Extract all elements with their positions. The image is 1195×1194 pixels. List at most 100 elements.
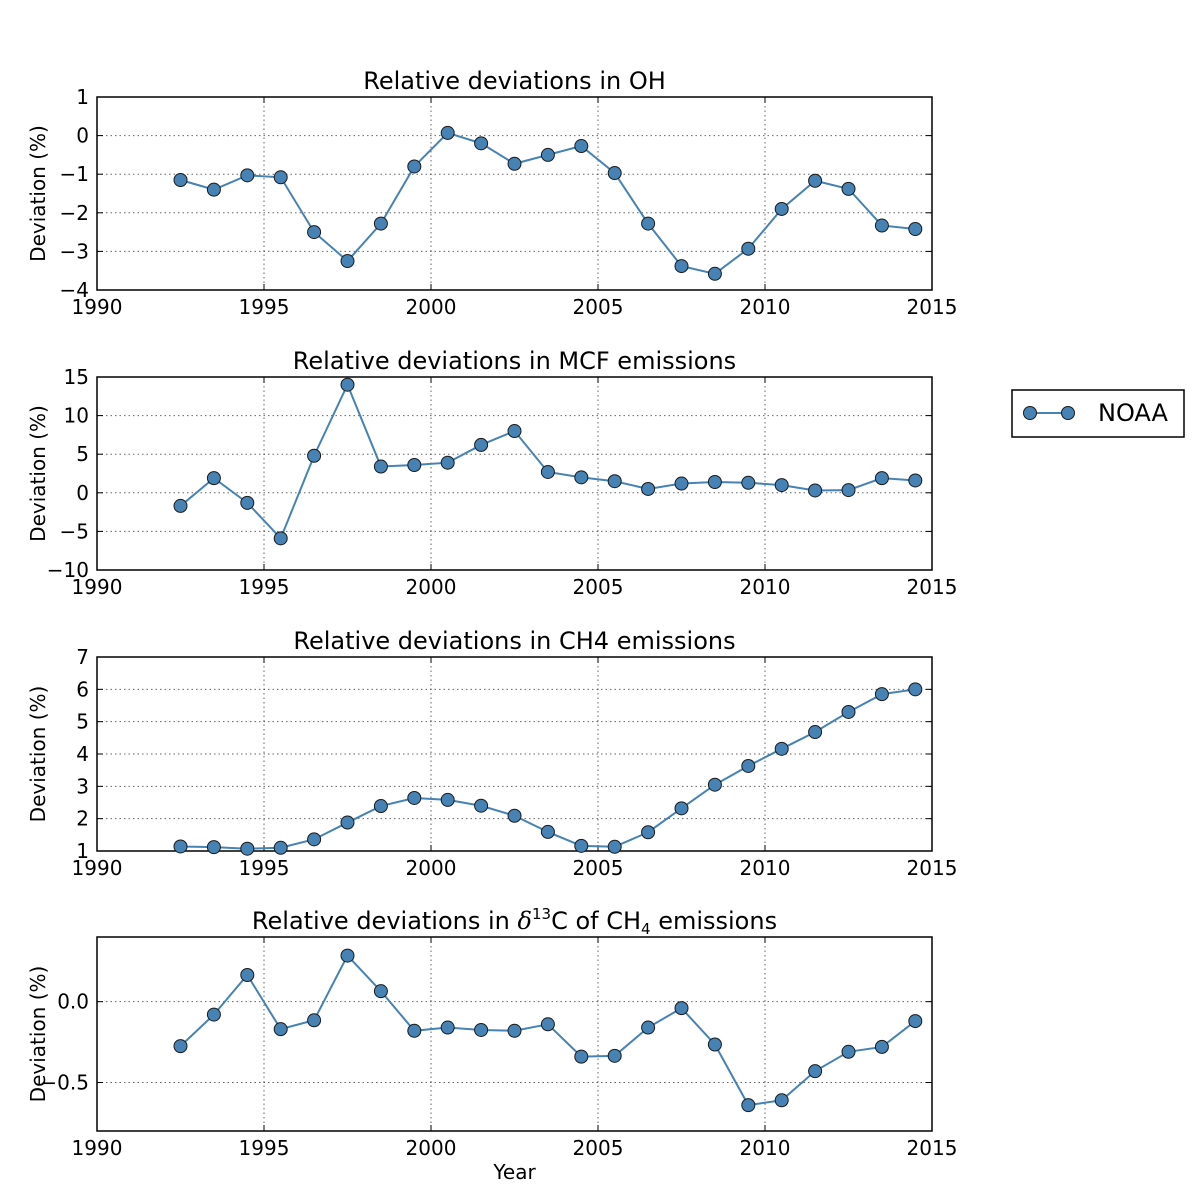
x-tick-label: 2010 — [740, 856, 791, 880]
data-point — [908, 682, 923, 697]
data-point — [273, 531, 288, 546]
y-tick-label: −1 — [60, 162, 89, 186]
x-tick-label: 2000 — [406, 1136, 457, 1160]
y-tick-label: 3 — [76, 774, 89, 798]
y-tick-label: 6 — [76, 677, 89, 701]
y-tick-label: −4 — [60, 278, 89, 302]
y-axis-label: Deviation (%) — [26, 966, 50, 1103]
data-point — [474, 1022, 489, 1037]
data-point — [507, 424, 522, 439]
data-point — [741, 475, 756, 490]
axes-frame — [96, 936, 933, 1132]
panel-3: 1990 1995 2000 2005 2010 2015 1 2 3 4 5 6 7 Relative … — [26, 627, 957, 880]
x-tick-label: 2015 — [907, 1136, 958, 1160]
data-point — [540, 464, 555, 479]
data-point — [707, 777, 722, 792]
data-point — [206, 471, 221, 486]
data-point — [173, 839, 188, 854]
data-point — [641, 481, 656, 496]
data-point — [607, 839, 622, 854]
x-tick-label: 2005 — [573, 1136, 624, 1160]
x-tick-label: 2015 — [907, 856, 958, 880]
legend-marker — [1023, 406, 1037, 420]
y-tick-label: 10 — [64, 404, 89, 428]
data-point — [407, 1023, 422, 1038]
data-point — [173, 498, 188, 513]
data-point — [808, 483, 823, 498]
data-point — [540, 1017, 555, 1032]
data-point — [540, 824, 555, 839]
data-point — [307, 225, 322, 240]
panel-title: Relative deviations in MCF emissions — [293, 347, 736, 375]
x-axis-label: Year — [492, 1160, 536, 1184]
data-point — [240, 495, 255, 510]
data-point — [507, 1023, 522, 1038]
data-point — [574, 1049, 589, 1064]
data-point — [507, 156, 522, 171]
data-point — [206, 1007, 221, 1022]
data-point — [206, 840, 221, 855]
x-tick-label: 1995 — [239, 1136, 290, 1160]
data-point — [741, 241, 756, 256]
data-point — [373, 216, 388, 231]
data-point — [908, 473, 923, 488]
y-tick-label: −0.5 — [40, 1071, 89, 1095]
y-tick-label: 0 — [76, 124, 89, 148]
y-tick-label: 0 — [76, 481, 89, 505]
data-point — [307, 448, 322, 463]
data-point — [874, 218, 889, 233]
data-point — [474, 798, 489, 813]
legend: NOAA — [1011, 389, 1185, 438]
data-point — [340, 815, 355, 830]
x-tick-label: 2015 — [907, 295, 958, 319]
y-tick-label: 0.0 — [57, 990, 89, 1014]
data-point — [273, 1022, 288, 1037]
data-point — [641, 216, 656, 231]
x-tick-label: 2010 — [740, 1136, 791, 1160]
x-tick-label: 1995 — [239, 575, 290, 599]
data-point — [373, 984, 388, 999]
panel-title: Relative deviations in OH — [363, 67, 666, 95]
data-point — [707, 474, 722, 489]
data-point — [574, 470, 589, 485]
data-point — [540, 147, 555, 162]
data-point — [874, 471, 889, 486]
data-point — [240, 168, 255, 183]
data-point — [841, 1044, 856, 1059]
data-point — [808, 725, 823, 740]
data-point — [206, 182, 221, 197]
data-point — [874, 1039, 889, 1054]
y-tick-label: −3 — [60, 239, 89, 263]
y-axis-label: Deviation (%) — [26, 125, 50, 262]
data-point — [407, 159, 422, 174]
data-point — [774, 1093, 789, 1108]
y-tick-label: −10 — [47, 558, 89, 582]
data-point — [373, 459, 388, 474]
y-tick-label: −5 — [60, 519, 89, 543]
data-point — [841, 483, 856, 498]
data-point — [808, 1064, 823, 1079]
data-point — [774, 201, 789, 216]
x-tick-label: 1995 — [239, 295, 290, 319]
data-point — [774, 478, 789, 493]
x-tick-label: 2005 — [573, 856, 624, 880]
y-tick-label: −2 — [60, 201, 89, 225]
data-point — [707, 266, 722, 281]
panels: 1990 1995 2000 2005 2010 2015−4−3−2−101Relati… — [26, 67, 957, 1184]
data-point — [607, 166, 622, 181]
x-tick-label: 2015 — [907, 575, 958, 599]
x-tick-label: 1990 — [72, 295, 123, 319]
y-tick-label: 5 — [76, 442, 89, 466]
x-tick-label: 2005 — [573, 575, 624, 599]
y-tick-label: 1 — [76, 85, 89, 109]
data-point — [507, 808, 522, 823]
x-tick-label: 1990 — [72, 856, 123, 880]
data-point — [340, 948, 355, 963]
legend-marker — [1061, 406, 1075, 420]
data-point — [574, 139, 589, 154]
data-point — [808, 173, 823, 188]
data-point — [908, 1014, 923, 1029]
data-point — [841, 704, 856, 719]
data-point — [373, 799, 388, 814]
axes-frame — [96, 96, 933, 291]
